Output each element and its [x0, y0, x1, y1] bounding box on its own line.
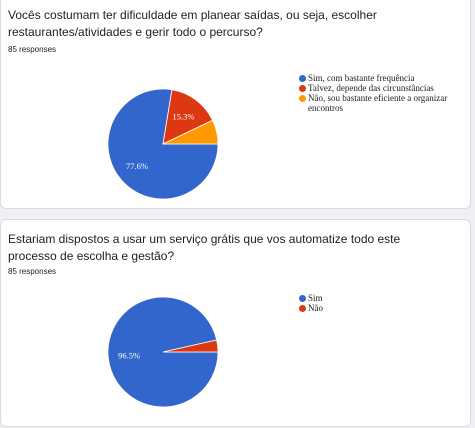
chart-legend-2: Sim Não	[299, 293, 439, 313]
legend-label: Talvez, depende das circunstâncias	[308, 83, 434, 93]
legend-item[interactable]: Talvez, depende das circunstâncias	[299, 83, 469, 93]
legend-dot-icon	[299, 75, 306, 82]
response-count: 85 responses	[8, 267, 57, 276]
pie-slice[interactable]	[162, 339, 219, 353]
pie-slice[interactable]	[162, 89, 214, 145]
chart-legend-1: Sim, com bastante frequência Talvez, depe…	[299, 73, 469, 113]
pie-chart-2: 96.5%	[107, 296, 219, 408]
question-title: Vocês costumam ter dificuldade em planea…	[8, 8, 377, 39]
pie-chart-1: 77.6% 15.3%	[107, 88, 219, 200]
legend-dot-icon	[299, 95, 306, 102]
legend-label: Não, sou bastante eficiente a organizar …	[308, 93, 448, 113]
pie-slice[interactable]	[162, 119, 219, 145]
question-card-1: Vocês costumam ter dificuldade em planea…	[0, 0, 471, 209]
legend-dot-icon	[299, 85, 306, 92]
legend-item[interactable]: Não, sou bastante eficiente a organizar …	[299, 93, 469, 113]
legend-dot-icon	[299, 295, 306, 302]
slice-label: 96.5%	[118, 351, 140, 361]
legend-dot-icon	[299, 305, 306, 312]
legend-label: Sim, com bastante frequência	[308, 73, 415, 83]
legend-item[interactable]: Não	[299, 303, 439, 313]
legend-label: Sim	[308, 293, 323, 303]
question-card-2: Estariam dispostos a usar um serviço grá…	[0, 219, 471, 427]
response-count: 85 responses	[8, 45, 57, 54]
question-title: Estariam dispostos a usar um serviço grá…	[8, 232, 401, 263]
legend-item[interactable]: Sim	[299, 293, 439, 303]
legend-label: Não	[308, 303, 323, 313]
slice-label: 15.3%	[172, 112, 194, 122]
slice-label: 77.6%	[126, 161, 148, 171]
legend-item[interactable]: Sim, com bastante frequência	[299, 73, 469, 83]
